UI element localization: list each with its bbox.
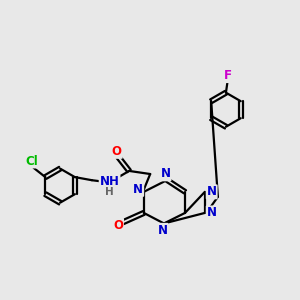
Text: N: N <box>207 206 217 219</box>
Text: NH: NH <box>100 175 119 188</box>
Text: Cl: Cl <box>26 154 38 167</box>
Text: H: H <box>105 187 114 197</box>
Text: O: O <box>112 145 122 158</box>
Text: N: N <box>207 185 217 198</box>
Text: F: F <box>224 69 232 82</box>
Text: N: N <box>160 167 170 180</box>
Text: N: N <box>133 183 143 196</box>
Text: N: N <box>158 224 167 237</box>
Text: O: O <box>113 219 123 232</box>
